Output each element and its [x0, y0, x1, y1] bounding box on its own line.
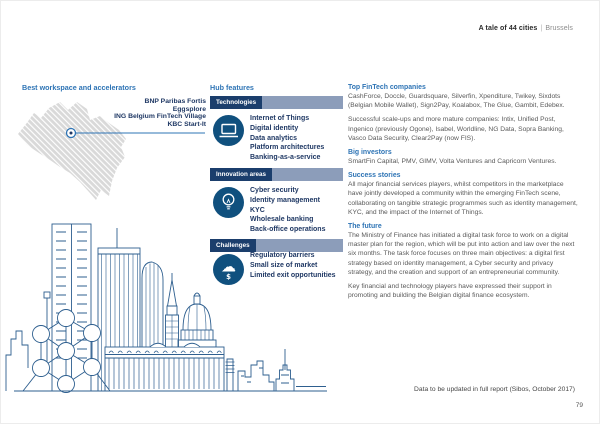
section-heading: Success stories [348, 172, 401, 180]
pole-top [43, 291, 51, 299]
list-item: Regulatory barriers [250, 252, 315, 259]
list-item: Banking-as-a-service [250, 154, 321, 162]
workspace-item: KBC Start-It [167, 120, 206, 128]
curved-tower [141, 261, 164, 391]
list-item: Identity management [250, 196, 321, 204]
technologies-list: Internet of Things Digital identity Data… [250, 114, 324, 163]
innovation-areas-bar-label: Innovation areas [210, 168, 273, 181]
section-paragraph: All major financial services players, wh… [348, 181, 578, 216]
brussels-skyline-illustration [5, 223, 327, 393]
list-item: Limited exit opportunities [250, 271, 336, 279]
workspace-item: BNP Paribas Fortis [144, 98, 206, 105]
list-item: Small size of market [250, 261, 318, 269]
header-city: Brussels [545, 25, 573, 32]
colonnade-building [104, 342, 225, 392]
section-paragraph: Successful scale-ups and more mature com… [348, 116, 564, 142]
list-item: Internet of Things [250, 115, 310, 122]
dome-basilica [177, 292, 217, 348]
section-top-fintech-companies: Top FinTech companies CashForce, Doccle,… [348, 83, 579, 143]
workspace-item: ING Belgium FinTech Village [114, 113, 206, 120]
section-paragraph: CashForce, Doccle, Guardsquare, Silverfi… [348, 93, 565, 110]
small-tower-mast [275, 349, 295, 391]
section-paragraph: The Ministry of Finance has initiated a … [348, 232, 575, 276]
dollar-glyph: $ [226, 273, 231, 281]
section-heading: Big investors [348, 149, 392, 157]
section-success-stories: Success stories All major financial serv… [348, 171, 579, 217]
chimney [225, 358, 235, 391]
laptop-icon [213, 115, 244, 146]
list-item: Data analytics [250, 134, 298, 142]
innovation-areas-list: Cyber security Identity management KYC W… [250, 186, 325, 235]
technologies-bar-label: Technologies [210, 96, 263, 109]
section-heading: Top FinTech companies [348, 84, 426, 91]
list-item: Wholesale banking [250, 216, 314, 224]
brussels-marker-dot [69, 131, 73, 135]
challenges-bar-label: Challenges [210, 239, 256, 252]
right-column: Top FinTech companies CashForce, Doccle,… [348, 83, 579, 305]
list-item: Digital identity [250, 124, 299, 132]
list-item: Cyber security [250, 187, 299, 194]
belgium-outline [18, 102, 126, 200]
workspace-item: Eggsplore [172, 105, 206, 113]
page-number: 79 [575, 402, 583, 409]
list-item: Platform architectures [250, 144, 325, 152]
section-paragraph: SmartFin Capital, PMV, GIMV, Volta Ventu… [348, 158, 557, 166]
left-steps [5, 330, 29, 391]
section-big-investors: Big investors SmartFin Capital, PMV, GIM… [348, 148, 579, 166]
cloud-dollar-icon: ☁ $ [213, 254, 244, 285]
belgium-map [13, 97, 207, 219]
low-buildings [237, 360, 275, 391]
list-item: Back-office operations [250, 226, 326, 234]
report-title: A tale of 44 cities [478, 25, 538, 32]
workspace-section-heading: Best workspace and accelerators [22, 83, 136, 92]
challenges-bar: Challenges [210, 239, 343, 252]
list-item: KYC [250, 206, 265, 214]
hub-features-heading: Hub features [210, 83, 254, 92]
header-separator: | [540, 25, 543, 32]
page-header: A tale of 44 cities | Brussels [479, 25, 573, 32]
cloud-glyph: ☁ [221, 258, 236, 276]
lightbulb-icon [213, 187, 244, 218]
section-the-future: The future The Ministry of Finance has i… [348, 222, 579, 300]
atomium [22, 309, 111, 393]
innovation-areas-bar: Innovation areas [210, 168, 343, 181]
workspace-list: BNP Paribas Fortis Eggsplore ING Belgium… [26, 98, 206, 128]
section-heading: The future [348, 223, 382, 231]
section-paragraph: Key financial and technology players hav… [348, 283, 552, 300]
technologies-bar: Technologies [210, 96, 343, 109]
belgium-map-svg [18, 102, 205, 200]
challenges-list: Regulatory barriers Small size of market… [250, 251, 336, 280]
update-note: Data to be updated in full report (Sibos… [414, 386, 575, 393]
